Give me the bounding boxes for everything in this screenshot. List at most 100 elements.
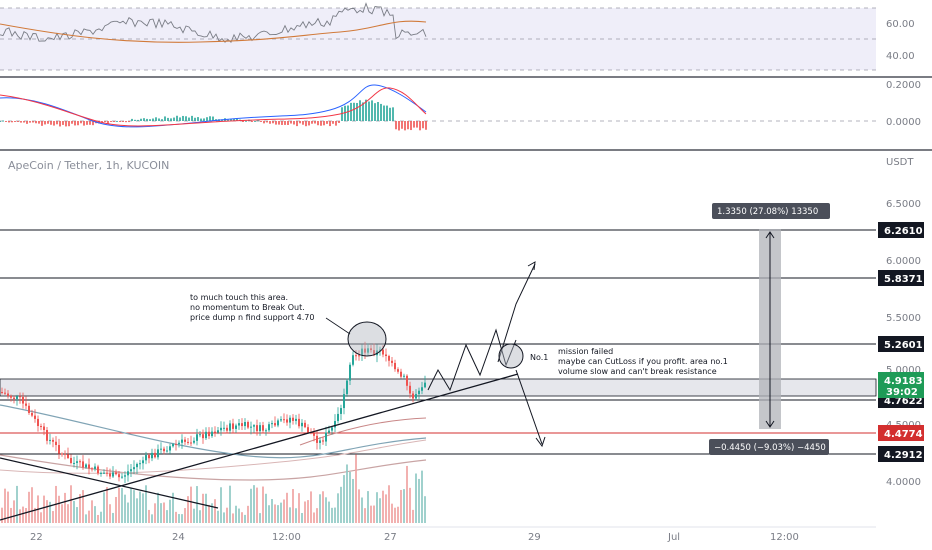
macd-histogram-bar [62, 121, 64, 125]
volume-bar [52, 511, 54, 523]
candle-body [304, 422, 306, 428]
time-tick: Jul [667, 532, 680, 543]
macd-histogram-bar [164, 116, 166, 121]
macd-histogram-bar [410, 121, 412, 131]
candle-body [157, 449, 159, 458]
time-tick: 22 [30, 532, 43, 543]
volume-bar [313, 512, 315, 523]
candle-body [214, 431, 216, 433]
candle-body [217, 430, 219, 433]
macd-histogram-bar [230, 118, 232, 121]
candle-body [235, 425, 237, 429]
volume-bar [409, 487, 411, 523]
volume-bar [82, 490, 84, 523]
volume-bar [235, 505, 237, 523]
macd-histogram-bar [119, 121, 121, 122]
descending-trendline [0, 457, 219, 509]
macd-histogram-bar [374, 103, 376, 121]
candle-body [160, 448, 162, 450]
candle-body [310, 432, 312, 434]
candle-body [58, 445, 60, 454]
candle-body [292, 417, 294, 421]
volume-bar [271, 499, 273, 523]
volume-bar [4, 488, 6, 523]
macd-histogram-bar [50, 121, 52, 125]
candle-body [403, 375, 405, 377]
no1-label: No.1 [530, 353, 548, 362]
macd-histogram-bar [395, 121, 397, 130]
macd-histogram-bar [200, 118, 202, 121]
candle-body [88, 464, 90, 469]
volume-bar [274, 504, 276, 523]
macd-histogram-bar [365, 99, 367, 121]
candle-body [67, 454, 69, 458]
candle-body [373, 350, 375, 356]
macd-histogram-bar [368, 101, 370, 121]
candle-body [28, 405, 30, 413]
candle-body [133, 467, 135, 470]
candle-body [34, 415, 36, 419]
candle-body [280, 419, 282, 421]
macd-histogram-bar [380, 103, 382, 121]
candle-body [271, 423, 273, 425]
macd-histogram-bar [371, 100, 373, 121]
volume-bar [367, 491, 369, 523]
price-tick: 5.5000 [886, 313, 921, 324]
volume-bar [220, 487, 222, 523]
macd-histogram-bar [158, 118, 160, 121]
time-tick: 12:00 [272, 532, 301, 543]
volume-bar [223, 512, 225, 523]
candle-body [418, 390, 420, 395]
macd-histogram-bar [83, 121, 85, 126]
volume-bar [283, 499, 285, 523]
resistance-touch-circle [347, 321, 387, 357]
volume-bar [88, 510, 90, 523]
candle-body [322, 440, 324, 442]
volume-bar [259, 513, 261, 523]
macd-histogram-bar [260, 121, 262, 122]
volume-bar [358, 489, 360, 523]
candle-body [256, 425, 258, 432]
candle-body [295, 418, 297, 421]
volume-bar [85, 514, 87, 523]
macd-histogram-bar [233, 118, 235, 121]
macd-histogram-bar [311, 121, 313, 124]
candle-body [349, 364, 351, 381]
candle-body [334, 421, 336, 428]
macd-histogram-bar [71, 121, 73, 124]
volume-bar [196, 486, 198, 523]
candle-body [25, 403, 27, 406]
volume-bar [298, 493, 300, 523]
macd-histogram-bar [335, 121, 337, 126]
volume-bar [136, 498, 138, 523]
macd-histogram-bar [194, 117, 196, 121]
volume-bar [142, 493, 144, 523]
volume-bar [361, 497, 363, 523]
candle-body [46, 429, 48, 441]
candle-body [178, 442, 180, 445]
macd-histogram-bar [269, 121, 271, 124]
volume-bar [118, 487, 120, 523]
moving-averages [0, 404, 427, 481]
macd-signal-line [0, 87, 427, 127]
volume-bar [58, 495, 60, 523]
macd-histogram-bar [197, 117, 199, 121]
volume-bar [379, 498, 381, 523]
candle-body [343, 394, 345, 409]
resistance-zone [0, 378, 877, 397]
volume-bar [112, 512, 114, 523]
volume-bar [400, 489, 402, 523]
candle-body [7, 393, 9, 396]
candle-body [19, 396, 21, 398]
macd-histogram-bar [8, 121, 10, 123]
price-tick: 4.0000 [886, 477, 921, 488]
candle-body [85, 464, 87, 468]
candle-body [358, 355, 360, 357]
volume-bar [406, 465, 408, 523]
measure-down-label-box [709, 439, 829, 455]
volume-bar [70, 485, 72, 523]
volume-bar [187, 496, 189, 523]
macd-histogram-bar [125, 121, 127, 123]
candle-body [337, 413, 339, 422]
